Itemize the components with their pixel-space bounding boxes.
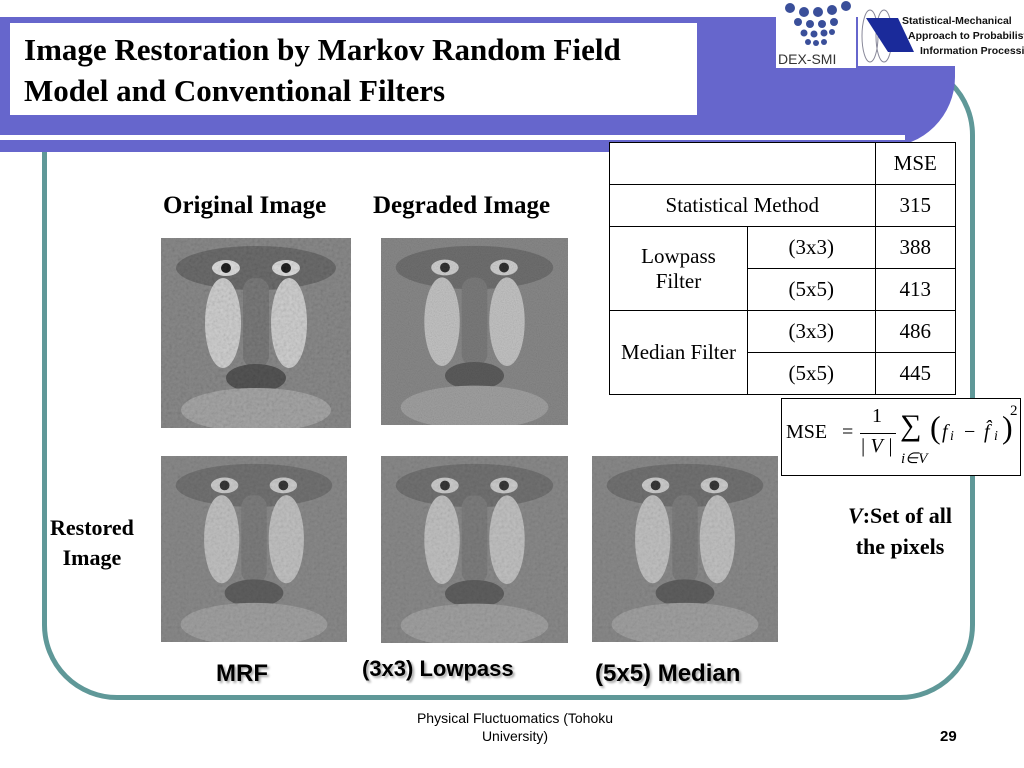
formula-denominator: | V | xyxy=(860,435,893,457)
note-var: V xyxy=(848,503,863,528)
formula-minus: − xyxy=(964,421,976,443)
formula-f: f xyxy=(942,421,948,443)
method-statistical: Statistical Method xyxy=(609,184,876,227)
mse-lowpass-5x5: 413 xyxy=(874,268,956,311)
smapip-line3: Information Processing xyxy=(920,45,1024,57)
median-size-5x5: (5x5) xyxy=(747,352,876,395)
method-median: Median Filter xyxy=(609,310,748,395)
original-image xyxy=(161,238,351,428)
mse-statistical: 315 xyxy=(874,184,956,227)
formula-sum: ∑ xyxy=(900,409,922,442)
smapip-line1: Statistical-Mechanical xyxy=(902,15,1012,27)
mse-formula: MSE = 1 | V | ∑ i∈V ( f i − f̂ i ) 2 xyxy=(781,398,1021,476)
lowpass-restored-image xyxy=(381,456,568,643)
note-line2: the pixels xyxy=(855,534,945,559)
variable-note: V:Set of all the pixels xyxy=(820,500,980,562)
method-lowpass: Lowpass Filter xyxy=(609,226,748,311)
slide-title: Image Restoration by Markov Random Field… xyxy=(24,32,621,108)
degraded-image xyxy=(381,238,568,425)
smapip-logo: Statistical-Mechanical Approach to Proba… xyxy=(858,6,1024,66)
lowpass-size-5x5: (5x5) xyxy=(747,268,876,311)
restored-label-line2: Image xyxy=(62,545,122,570)
lowpass-size-3x3: (3x3) xyxy=(747,226,876,269)
mse-median-5x5: 445 xyxy=(874,352,956,395)
title-box: Image Restoration by Markov Random Field… xyxy=(10,23,697,115)
restored-label-line1: Restored xyxy=(50,515,134,540)
mse-header: MSE xyxy=(874,142,956,185)
formula-fhat: f̂ xyxy=(984,421,990,443)
dex-smi-logo-text: DEX-SMI xyxy=(778,51,836,67)
formula-equals: = xyxy=(842,421,854,443)
mrf-label: MRF xyxy=(216,660,268,687)
mse-median-3x3: 486 xyxy=(874,310,956,353)
median-size-3x3: (3x3) xyxy=(747,310,876,353)
formula-i2: i xyxy=(994,429,998,444)
mrf-restored-image xyxy=(161,456,347,642)
formula-lhs: MSE xyxy=(786,421,828,443)
dex-smi-logo: DEX-SMI xyxy=(776,0,856,68)
original-image-label: Original Image xyxy=(163,192,327,219)
smapip-line2: Approach to Probabilistic xyxy=(908,30,1024,42)
formula-paren-close: ) xyxy=(1002,409,1013,445)
median-restored-image xyxy=(592,456,778,642)
page-number: 29 xyxy=(940,728,957,745)
formula-numerator: 1 xyxy=(872,405,882,427)
header-divider xyxy=(0,135,905,140)
mse-lowpass-3x3: 388 xyxy=(874,226,956,269)
restored-image-label: Restored Image xyxy=(50,513,134,573)
median-label: (5x5) Median xyxy=(595,660,741,687)
footer-text: Physical Fluctuomatics (Tohoku Universit… xyxy=(416,710,614,744)
formula-i: i xyxy=(950,429,954,444)
formula-sub: i∈V xyxy=(901,451,928,467)
note-line1: :Set of all xyxy=(862,503,952,528)
mse-table: MSE Statistical Method 315 Lowpass Filter… xyxy=(609,142,956,395)
formula-paren-open: ( xyxy=(930,409,941,445)
degraded-image-label: Degraded Image xyxy=(373,192,551,219)
lowpass-label: (3x3) Lowpass xyxy=(362,656,514,681)
formula-power: 2 xyxy=(1010,403,1018,419)
